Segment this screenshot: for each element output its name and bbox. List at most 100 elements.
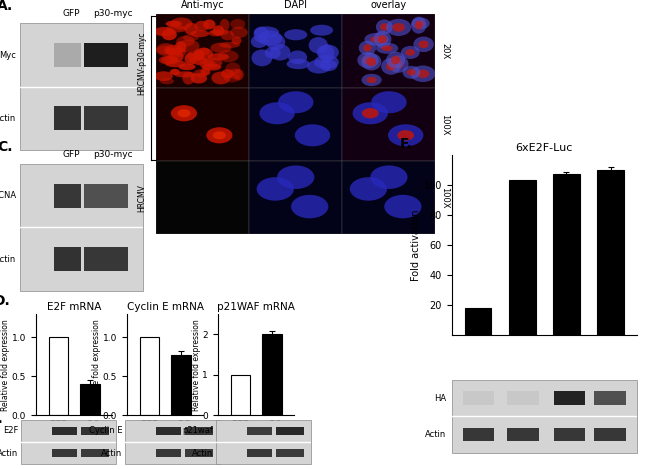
Ellipse shape xyxy=(166,25,187,32)
Ellipse shape xyxy=(178,39,200,53)
Text: A.: A. xyxy=(0,0,14,13)
Ellipse shape xyxy=(363,44,372,52)
Text: GFP: GFP xyxy=(62,150,80,159)
Ellipse shape xyxy=(190,73,207,83)
Ellipse shape xyxy=(203,20,216,30)
Text: Myc: Myc xyxy=(0,51,16,60)
Ellipse shape xyxy=(194,21,209,31)
Ellipse shape xyxy=(291,195,328,219)
Bar xyxy=(554,391,585,405)
Text: D.: D. xyxy=(0,294,10,308)
Ellipse shape xyxy=(165,47,176,55)
Bar xyxy=(246,449,272,457)
Y-axis label: Relative fold expression: Relative fold expression xyxy=(92,319,101,410)
Text: p30-myc: p30-myc xyxy=(94,150,133,159)
Ellipse shape xyxy=(161,56,176,63)
Ellipse shape xyxy=(252,49,272,66)
Ellipse shape xyxy=(185,53,196,65)
Ellipse shape xyxy=(359,41,376,55)
Ellipse shape xyxy=(219,42,240,48)
Ellipse shape xyxy=(374,31,391,48)
Ellipse shape xyxy=(230,27,248,38)
Ellipse shape xyxy=(183,72,195,84)
Ellipse shape xyxy=(189,56,207,65)
Text: Actin: Actin xyxy=(0,449,19,458)
Ellipse shape xyxy=(277,166,315,189)
Bar xyxy=(84,247,128,271)
Bar xyxy=(54,184,81,208)
Ellipse shape xyxy=(402,66,421,79)
Ellipse shape xyxy=(211,72,230,84)
Text: Actin: Actin xyxy=(425,430,446,439)
Ellipse shape xyxy=(350,177,387,201)
Ellipse shape xyxy=(229,68,242,79)
Ellipse shape xyxy=(234,69,244,80)
Ellipse shape xyxy=(201,68,211,76)
Text: p21waf: p21waf xyxy=(183,426,214,435)
Ellipse shape xyxy=(389,55,409,73)
Ellipse shape xyxy=(159,56,179,65)
Ellipse shape xyxy=(367,58,376,66)
Bar xyxy=(343,88,436,161)
Ellipse shape xyxy=(320,60,337,71)
Ellipse shape xyxy=(168,51,184,62)
Ellipse shape xyxy=(156,45,174,54)
Bar xyxy=(185,427,213,435)
Bar xyxy=(463,428,495,441)
Bar xyxy=(465,308,491,335)
Ellipse shape xyxy=(259,102,295,124)
Ellipse shape xyxy=(164,45,183,55)
Bar xyxy=(249,88,343,161)
Bar xyxy=(594,428,626,441)
Ellipse shape xyxy=(295,124,330,146)
Ellipse shape xyxy=(172,47,186,57)
Ellipse shape xyxy=(165,60,186,67)
Ellipse shape xyxy=(406,49,415,56)
Bar xyxy=(463,391,495,405)
Ellipse shape xyxy=(231,37,241,45)
Ellipse shape xyxy=(407,69,416,76)
Text: DAPI: DAPI xyxy=(284,0,307,10)
Bar xyxy=(263,334,281,415)
Bar xyxy=(185,449,213,457)
Text: B.: B. xyxy=(134,0,150,3)
Bar xyxy=(51,427,77,435)
Ellipse shape xyxy=(156,43,176,56)
Bar xyxy=(156,14,249,88)
Ellipse shape xyxy=(254,27,269,43)
Bar xyxy=(509,181,536,335)
Text: E.: E. xyxy=(0,412,3,426)
Ellipse shape xyxy=(190,30,209,37)
Ellipse shape xyxy=(393,60,404,68)
Text: 20X: 20X xyxy=(440,43,449,59)
Bar xyxy=(84,43,128,67)
Ellipse shape xyxy=(284,29,307,40)
Title: p21WAF mRNA: p21WAF mRNA xyxy=(217,302,295,312)
Bar xyxy=(231,375,250,415)
Y-axis label: Relative fold expression: Relative fold expression xyxy=(1,319,10,410)
Ellipse shape xyxy=(278,91,313,113)
Bar xyxy=(597,170,624,335)
Ellipse shape xyxy=(202,64,222,70)
Title: Cyclin E mRNA: Cyclin E mRNA xyxy=(127,302,203,312)
Ellipse shape xyxy=(413,37,434,52)
Bar xyxy=(84,106,128,130)
Text: overlay: overlay xyxy=(371,0,407,10)
Bar xyxy=(249,14,343,88)
Ellipse shape xyxy=(187,51,205,61)
Ellipse shape xyxy=(213,131,226,139)
Bar xyxy=(343,161,436,234)
Ellipse shape xyxy=(411,17,430,29)
Bar xyxy=(249,161,343,234)
Ellipse shape xyxy=(224,74,240,83)
Ellipse shape xyxy=(386,62,396,70)
Bar xyxy=(81,427,109,435)
Text: Cyclin E: Cyclin E xyxy=(89,426,123,435)
Text: 100X: 100X xyxy=(440,113,449,135)
Ellipse shape xyxy=(361,74,382,86)
Text: Actin: Actin xyxy=(0,114,16,123)
Ellipse shape xyxy=(174,71,195,77)
Ellipse shape xyxy=(382,45,393,51)
Ellipse shape xyxy=(209,29,229,35)
Bar xyxy=(140,338,159,415)
